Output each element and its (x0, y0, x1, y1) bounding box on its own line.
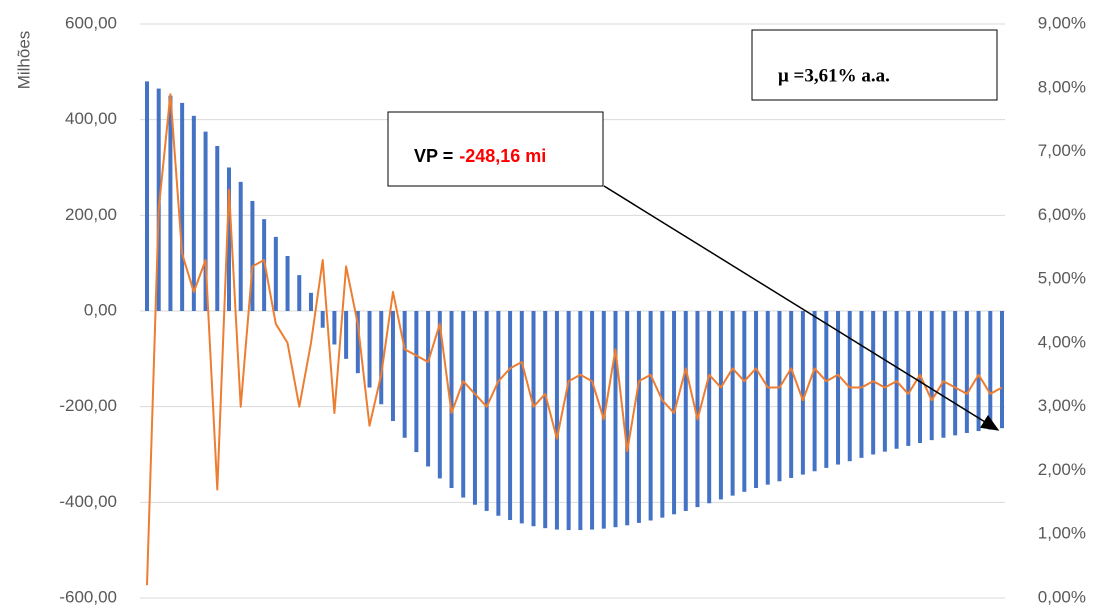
bar (754, 311, 759, 488)
bar (836, 311, 841, 465)
bar (508, 311, 513, 521)
bar (484, 311, 489, 511)
bar (449, 311, 454, 488)
bar (613, 311, 618, 528)
bar (180, 102, 185, 311)
bar (718, 311, 723, 500)
bar (590, 311, 595, 530)
bar (426, 311, 431, 467)
y2-tick-label: 3,00% (1038, 396, 1086, 415)
bar (988, 311, 993, 430)
bar (976, 311, 981, 432)
bar (566, 311, 571, 531)
bar (625, 311, 630, 526)
bar (578, 311, 583, 531)
bar (191, 115, 196, 311)
bar (742, 311, 747, 492)
bar (964, 311, 969, 433)
bar (472, 311, 477, 505)
vp-label: VP = (414, 146, 453, 166)
bar (496, 311, 501, 516)
bar (683, 311, 688, 511)
bar (145, 81, 149, 312)
bar (660, 311, 665, 518)
y2-tick-label: 9,00% (1038, 13, 1086, 32)
y-tick-label: -200,00 (59, 396, 117, 415)
mu-box (751, 29, 998, 101)
bar (297, 275, 302, 311)
vp-value: -248,16 mi (459, 146, 546, 166)
bar (695, 311, 700, 508)
line (146, 93, 1003, 586)
bar (402, 311, 407, 438)
bar (648, 311, 653, 521)
bar (390, 311, 395, 422)
bar (554, 311, 559, 530)
y2-tick-label: 2,00% (1038, 460, 1086, 479)
y-tick-label: -600,00 (59, 587, 117, 606)
y-tick-label: 0,00 (84, 300, 117, 319)
y2-tick-label: 6,00% (1038, 205, 1086, 224)
bar (308, 292, 313, 311)
vp-box (387, 111, 604, 187)
bar (531, 311, 536, 527)
bar (226, 167, 231, 311)
bar (437, 311, 442, 479)
bar (765, 311, 770, 485)
bar (730, 311, 735, 496)
bar (367, 311, 372, 388)
y-tick-label: 400,00 (65, 109, 117, 128)
bar (519, 311, 524, 524)
bar (273, 236, 278, 311)
bar (906, 311, 911, 446)
y2-tick-label: 7,00% (1038, 141, 1086, 160)
bar (789, 311, 794, 478)
bar (824, 311, 829, 468)
bar (894, 311, 899, 449)
bar (1000, 311, 1004, 429)
bar (941, 311, 946, 438)
bar (636, 311, 641, 523)
bar (777, 311, 782, 482)
y-tick-label: 200,00 (65, 205, 117, 224)
y-tick-label: -400,00 (59, 492, 117, 511)
bar (707, 311, 712, 504)
bar (882, 311, 887, 452)
mu-annotation: μ =3,61% a.a. (778, 65, 890, 86)
bar (238, 181, 243, 311)
y2-tick-label: 0,00% (1038, 587, 1086, 606)
bar (379, 311, 384, 405)
y2-tick-label: 5,00% (1038, 269, 1086, 288)
bar (859, 311, 864, 458)
bar (355, 311, 360, 374)
bar (332, 311, 337, 345)
bar (953, 311, 958, 436)
bar (203, 131, 208, 311)
bar (812, 311, 817, 472)
bar (929, 311, 934, 441)
bar (320, 311, 325, 328)
vp-annotation: VP = -248,16 mi (414, 146, 546, 166)
bar (414, 311, 419, 453)
arrow (603, 185, 1000, 431)
bar (461, 311, 466, 498)
y2-tick-label: 8,00% (1038, 77, 1086, 96)
bar (168, 95, 173, 311)
bar (215, 145, 220, 311)
y2-tick-label: 4,00% (1038, 332, 1086, 351)
bar (800, 311, 805, 475)
bar (250, 200, 255, 311)
bar (871, 311, 876, 455)
bar (344, 311, 349, 359)
y-tick-label: 600,00 (65, 13, 117, 32)
y2-tick-label: 1,00% (1038, 524, 1086, 543)
y-axis-title: Milhões (14, 31, 33, 90)
bar (543, 311, 548, 529)
bar (285, 255, 290, 311)
